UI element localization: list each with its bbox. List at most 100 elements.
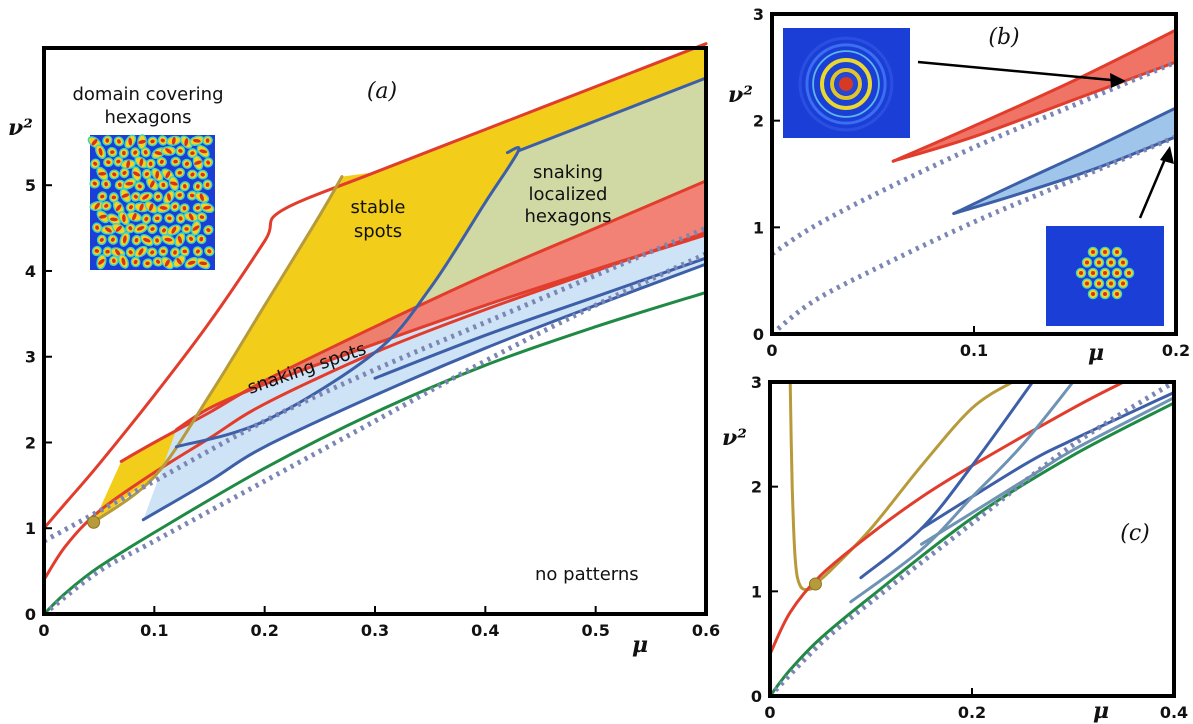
inset-spot-core — [115, 204, 122, 212]
inset-spot-core — [105, 138, 110, 143]
panel-b-region-fills — [893, 30, 1176, 214]
arrow-head — [1110, 73, 1126, 88]
panel-c-xlabel: μ — [1093, 698, 1109, 724]
inset-spot-core — [169, 181, 178, 186]
inset-spot-core — [134, 238, 139, 243]
inset-spot-core — [139, 158, 144, 167]
panel-b-ytick-label-3: 3 — [753, 5, 764, 24]
inset-spot-core — [182, 206, 187, 211]
panel-c-ytick-label-3: 3 — [751, 373, 762, 392]
panel-c-codim-point-0 — [808, 577, 822, 591]
panel-a-xtick-label-6: 0.6 — [692, 621, 720, 640]
inset-hex-core — [1109, 281, 1113, 286]
inset-spot-core — [104, 181, 108, 187]
inset-hex-core — [1115, 271, 1119, 275]
inset-spot-core — [145, 261, 150, 266]
inset-spot-core — [173, 159, 178, 164]
panel-b-insets — [783, 28, 1174, 326]
inset-spot-core — [190, 151, 195, 155]
panel-a-curves — [42, 42, 708, 616]
inset-spot-core — [143, 238, 151, 243]
panel-a: 0 0.1 0.2 0.3 0.4 0.5 0.6 0 1 2 3 4 5 (a) ν² μ domai… — [8, 42, 720, 658]
panel-a-xtick-label-2: 0.2 — [250, 621, 278, 640]
panel-a-series-7-blue-line — [373, 256, 708, 380]
inset-spot-core — [105, 249, 110, 254]
inset-spot-core — [98, 171, 107, 176]
panel-a-ytick-label-0: 0 — [25, 605, 36, 624]
inset-spot-core — [132, 171, 141, 177]
inset-spot-core — [98, 147, 103, 156]
panel-b-ytick-label-0: 0 — [753, 325, 764, 344]
inset-ring — [820, 58, 872, 110]
snaking-hexagons-region — [176, 78, 706, 447]
inset-spot-core — [192, 138, 201, 143]
inset-spot-core — [95, 225, 99, 230]
inset-spot-core — [133, 194, 138, 199]
inset-ring — [812, 50, 880, 118]
inset-spot-core — [109, 217, 118, 222]
inset-spot-core — [121, 257, 126, 266]
inset-spot-core — [189, 236, 194, 241]
inset-ring — [798, 36, 894, 132]
inset-spot-core — [188, 213, 194, 221]
annotation-no-patterns: no patterns — [535, 564, 639, 585]
inset-spot-core — [156, 259, 161, 264]
inset-spot-core — [178, 216, 183, 221]
panel-b-series-2-blue-line — [952, 106, 1178, 215]
panel-b-ytick-label-2: 2 — [753, 112, 764, 131]
inset-spot-core — [177, 235, 183, 244]
inset-spot-core — [144, 216, 149, 221]
snaking-spots-region — [121, 180, 706, 462]
inset-spot-core — [195, 205, 201, 210]
inset-spot-core — [122, 150, 126, 156]
panel-a-series-4-gold-line — [92, 175, 344, 524]
panel-b-ylabel: ν² — [728, 82, 753, 108]
inset-spot-core — [160, 138, 165, 143]
inset-hex-core — [1091, 292, 1095, 296]
inset-spot-core — [105, 227, 112, 233]
inset-spot-core — [199, 261, 208, 266]
inset-spot-core — [104, 203, 109, 208]
annotation-stable-line1: stable — [351, 197, 406, 218]
panel-a-series-10-dotted-line — [42, 225, 707, 544]
inset-spot-core — [122, 214, 126, 223]
inset-hex-core — [1103, 250, 1107, 254]
panel-c-ytick-label-0: 0 — [751, 687, 762, 706]
inset-hex-core — [1103, 292, 1107, 296]
inset-spot-core — [206, 160, 211, 165]
inset-ring — [825, 63, 867, 105]
inset-spot-core — [138, 139, 146, 144]
inset-spot-core — [132, 212, 137, 221]
inset-hex-core — [1085, 260, 1089, 265]
panel-b-series-5-dotted-line — [770, 134, 1177, 336]
inset-spot-core — [150, 139, 155, 144]
panel-c-xtick-label-2: 0.4 — [1160, 703, 1188, 722]
panel-a-series-1-red-line — [119, 179, 708, 463]
inset-spot-core — [125, 181, 134, 186]
inset-spot-core — [94, 249, 100, 253]
inset-spot-core — [111, 195, 117, 200]
annotation-snaking-hex-line2: localized — [529, 184, 608, 205]
inset-spot-core — [177, 193, 182, 197]
inset-spot-core — [207, 249, 212, 254]
inset-spot-core — [165, 148, 172, 154]
inset-spot-core — [128, 226, 133, 231]
panel-b-series-0-red-line — [891, 28, 1178, 163]
panel-a-inset — [87, 134, 215, 270]
panel-a-ytick-label-5: 5 — [25, 176, 36, 195]
panel-a-ytick-label-3: 3 — [25, 348, 36, 367]
inset-hex-core — [1097, 281, 1101, 286]
inset-spot-core — [116, 159, 121, 164]
inset-spot-core — [128, 250, 133, 255]
panel-c-series-2-blue-line — [859, 380, 1035, 580]
inset-spot-core — [112, 172, 117, 177]
panel-a-xlabel: μ — [632, 632, 648, 658]
panel-c-label: (c) — [1120, 521, 1150, 546]
inset-spot-core — [164, 259, 170, 267]
inset-spot-core — [133, 150, 138, 155]
inset-spot-core — [99, 214, 107, 219]
inset-ring — [805, 43, 887, 125]
panel-a-series-8-blue-line — [516, 76, 708, 153]
panel-b-xtick-label-2: 0.2 — [1162, 341, 1190, 360]
